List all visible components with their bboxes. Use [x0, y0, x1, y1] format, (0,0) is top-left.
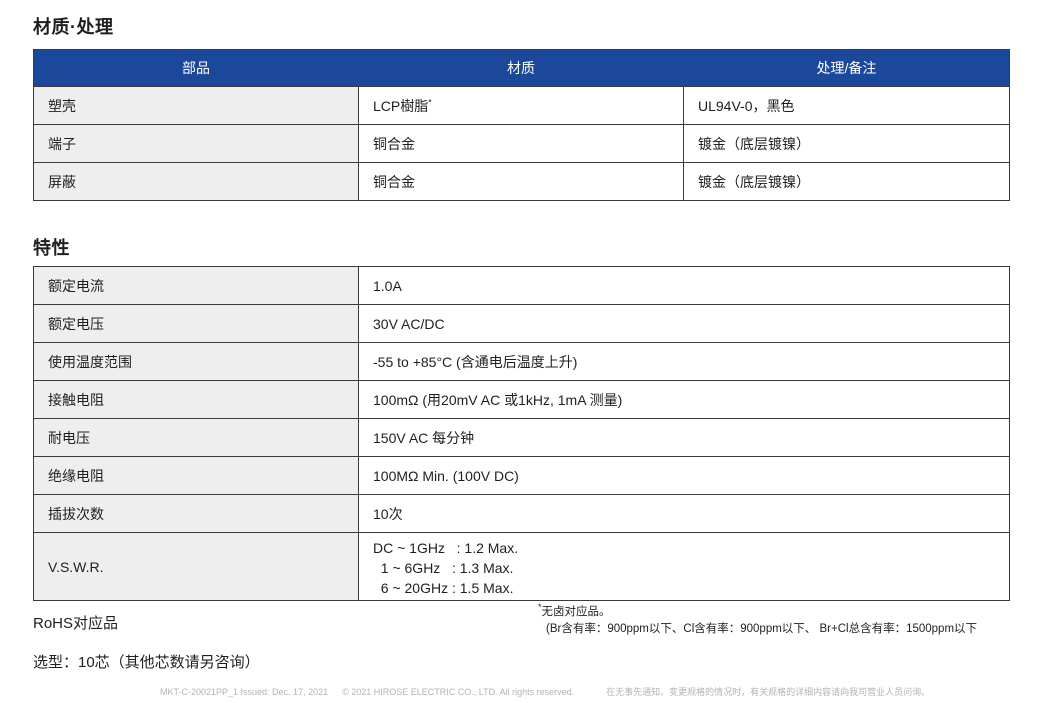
- spec-value: -55 to +85°C (含通电后温度上升): [358, 342, 1010, 381]
- cell-treatment: 镀金（底层镀镍）: [683, 124, 1010, 163]
- footnote-ref: *: [428, 96, 432, 107]
- spec-value: 100MΩ Min. (100V DC): [358, 456, 1010, 495]
- spec-value: 1.0A: [358, 266, 1010, 305]
- spec-value-vswr: DC ~ 1GHz : 1.2 Max. 1 ~ 6GHz : 1.3 Max.…: [358, 532, 1010, 601]
- table-row: 端子 铜合金 镀金（底层镀镍）: [33, 124, 1010, 163]
- table-row: 塑壳 LCP樹脂* UL94V-0，黑色: [33, 86, 1010, 125]
- spec-label: 耐电压: [33, 418, 359, 457]
- footnote-line1: *无卤对应品。: [538, 599, 977, 621]
- spec-table: 额定电流 1.0A 额定电压 30V AC/DC 使用温度范围 -55 to +…: [33, 266, 1010, 601]
- spec-label: 额定电压: [33, 304, 359, 343]
- spec-label: V.S.W.R.: [33, 532, 359, 601]
- table-row: 屏蔽 铜合金 镀金（底层镀镍）: [33, 162, 1010, 201]
- spec-label: 接触电阻: [33, 380, 359, 419]
- table-row: 使用温度范围 -55 to +85°C (含通电后温度上升): [33, 342, 1010, 381]
- cell-treatment: 镀金（底层镀镍）: [683, 162, 1010, 201]
- page-footer: MKT-C-20021PP_1 Issued: Dec. 17, 2021 © 2…: [160, 685, 930, 698]
- table-row: 额定电流 1.0A: [33, 266, 1010, 305]
- table-row: 接触电阻 100mΩ (用20mV AC 或1kHz, 1mA 测量): [33, 380, 1010, 419]
- table-row: 插拔次数 10次: [33, 494, 1010, 533]
- cell-part: 屏蔽: [33, 162, 359, 201]
- footer-notice: 在无事先通知、变更规格的情况时，有关规格的详细内容请向我司营业人员问询。: [606, 687, 931, 697]
- column-header-part: 部品: [33, 49, 359, 87]
- spec-value: 100mΩ (用20mV AC 或1kHz, 1mA 测量): [358, 380, 1010, 419]
- rohs-compliance-label: RoHS对应品: [33, 615, 119, 632]
- cell-treatment: UL94V-0，黑色: [683, 86, 1010, 125]
- spec-label: 额定电流: [33, 266, 359, 305]
- column-header-material: 材质: [358, 49, 684, 87]
- material-table-header-row: 部品 材质 处理/备注: [33, 49, 1010, 87]
- halogen-free-footnote: *无卤对应品。 (Br含有率：900ppm以下、Cl含有率：900ppm以下、 …: [538, 599, 977, 638]
- cell-material: LCP樹脂*: [358, 86, 684, 125]
- footer-copyright: © 2021 HIROSE ELECTRIC CO., LTD. All rig…: [342, 687, 575, 697]
- section-title-characteristics: 特性: [33, 238, 70, 258]
- selection-note: 选型：10芯（其他芯数请另咨询）: [33, 654, 260, 671]
- footnote-marker: *: [538, 602, 542, 612]
- section-title-material: 材质·处理: [33, 17, 114, 37]
- spec-label: 插拔次数: [33, 494, 359, 533]
- cell-part: 端子: [33, 124, 359, 163]
- material-text: LCP樹脂: [373, 97, 429, 114]
- spec-value: 30V AC/DC: [358, 304, 1010, 343]
- material-text: 铜合金: [373, 173, 415, 190]
- column-header-treatment: 处理/备注: [683, 49, 1010, 87]
- spec-value: 10次: [358, 494, 1010, 533]
- table-row: V.S.W.R. DC ~ 1GHz : 1.2 Max. 1 ~ 6GHz :…: [33, 532, 1010, 601]
- table-row: 绝缘电阻 100MΩ Min. (100V DC): [33, 456, 1010, 495]
- cell-material: 铜合金: [358, 124, 684, 163]
- footnote-line2: (Br含有率：900ppm以下、Cl含有率：900ppm以下、 Br+Cl总含有…: [546, 622, 978, 635]
- material-table: 部品 材质 处理/备注 塑壳 LCP樹脂* UL94V-0，黑色 端子 铜合金 …: [33, 49, 1010, 201]
- spec-value: 150V AC 每分钟: [358, 418, 1010, 457]
- table-row: 额定电压 30V AC/DC: [33, 304, 1010, 343]
- spec-label: 绝缘电阻: [33, 456, 359, 495]
- material-text: 铜合金: [373, 135, 415, 152]
- spec-label: 使用温度范围: [33, 342, 359, 381]
- table-row: 耐电压 150V AC 每分钟: [33, 418, 1010, 457]
- footer-doc-number: MKT-C-20021PP_1 Issued: Dec. 17, 2021: [160, 687, 329, 697]
- cell-part: 塑壳: [33, 86, 359, 125]
- footnote-text: 无卤对应品。: [541, 605, 611, 618]
- cell-material: 铜合金: [358, 162, 684, 201]
